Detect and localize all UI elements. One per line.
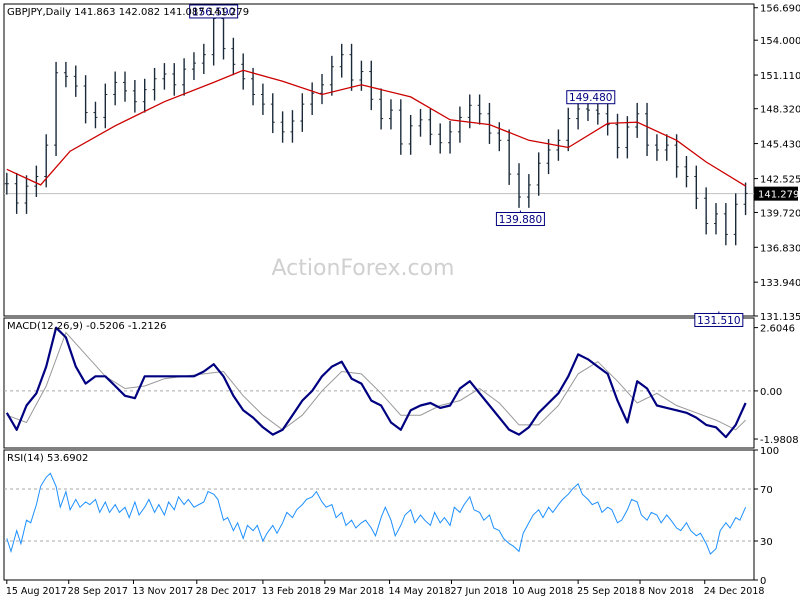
rsi-y-tick-label: 0	[760, 576, 766, 587]
last-price-tag-bg	[754, 186, 798, 201]
x-tick-label: 27 Jun 2018	[450, 586, 507, 597]
last-price-label: 141.279	[758, 190, 799, 201]
price-y-tick-label: 151.110	[760, 71, 800, 82]
price-y-tick-label: 133.940	[760, 278, 800, 289]
annotation-label: 156.590	[192, 6, 235, 18]
price-title: GBPJPY,Daily 141.863 142.082 141.087 141…	[7, 7, 249, 18]
x-tick-label: 8 Nov 2018	[639, 586, 694, 597]
x-tick-label: 28 Dec 2017	[196, 586, 257, 597]
x-tick-label: 25 Sep 2018	[577, 586, 637, 597]
price-bars	[4, 7, 748, 246]
price-y-tick-label: 131.135	[760, 312, 800, 323]
x-tick-label: 24 Dec 2018	[704, 586, 765, 597]
annotation-label: 139.880	[499, 214, 542, 226]
macd-y-tick-label: 0.00	[760, 387, 782, 398]
macd-main-line	[5, 326, 747, 439]
annotation-box	[495, 212, 545, 227]
rsi-panel	[3, 449, 755, 581]
price-y-tick-label: 145.430	[760, 140, 800, 151]
rsi-y-tick-label: 30	[760, 537, 773, 548]
x-tick-label: 29 Mar 2018	[324, 586, 384, 597]
macd-title: MACD(12,26,9) -0.5206 -1.2126	[7, 321, 167, 332]
annotation-box	[566, 90, 616, 105]
annotation-label: 149.480	[569, 92, 612, 104]
last-price-tag: 141.279	[754, 186, 799, 201]
annotation-156-590: 156.590	[189, 4, 239, 19]
x-tick-label: 10 Aug 2018	[512, 586, 573, 597]
price-y-tick-label: 139.720	[760, 208, 800, 219]
macd-y-tick-label: -1.9808	[760, 435, 799, 446]
annotation-box	[694, 312, 744, 327]
x-tick-label: 14 May 2018	[389, 586, 451, 597]
rsi-line	[6, 472, 747, 555]
annotation-149-480: 149.480	[566, 90, 616, 105]
price-y-tick-label: 154.000	[760, 36, 800, 47]
price-y-tick-label: 136.830	[760, 243, 800, 254]
price-y-tick-label: 148.320	[760, 105, 800, 116]
annotation-label: 131.510	[697, 315, 740, 327]
price-panel	[3, 3, 755, 317]
x-tick-label: 15 Aug 2017	[6, 586, 67, 597]
annotation-139-880: 139.880	[495, 210, 545, 227]
macd-y-tick-label: 2.6046	[760, 324, 795, 335]
rsi-y-tick-label: 100	[760, 446, 779, 457]
x-tick-label: 13 Feb 2018	[262, 586, 321, 597]
rsi-y-tick-label: 70	[760, 485, 773, 496]
x-tick-label: 13 Nov 2017	[132, 586, 193, 597]
x-tick-label: 28 Sep 2017	[68, 586, 128, 597]
macd-signal-line	[6, 331, 746, 431]
macd-panel	[3, 317, 755, 449]
rsi-title: RSI(14) 53.6902	[7, 453, 88, 464]
annotation-131-510: 131.510	[694, 311, 744, 327]
moving-average-line	[6, 69, 746, 187]
annotation-box	[189, 4, 239, 19]
price-y-tick-label: 156.690	[760, 4, 800, 15]
watermark: ActionForex.com	[272, 256, 455, 281]
price-y-tick-label: 142.525	[760, 175, 800, 186]
